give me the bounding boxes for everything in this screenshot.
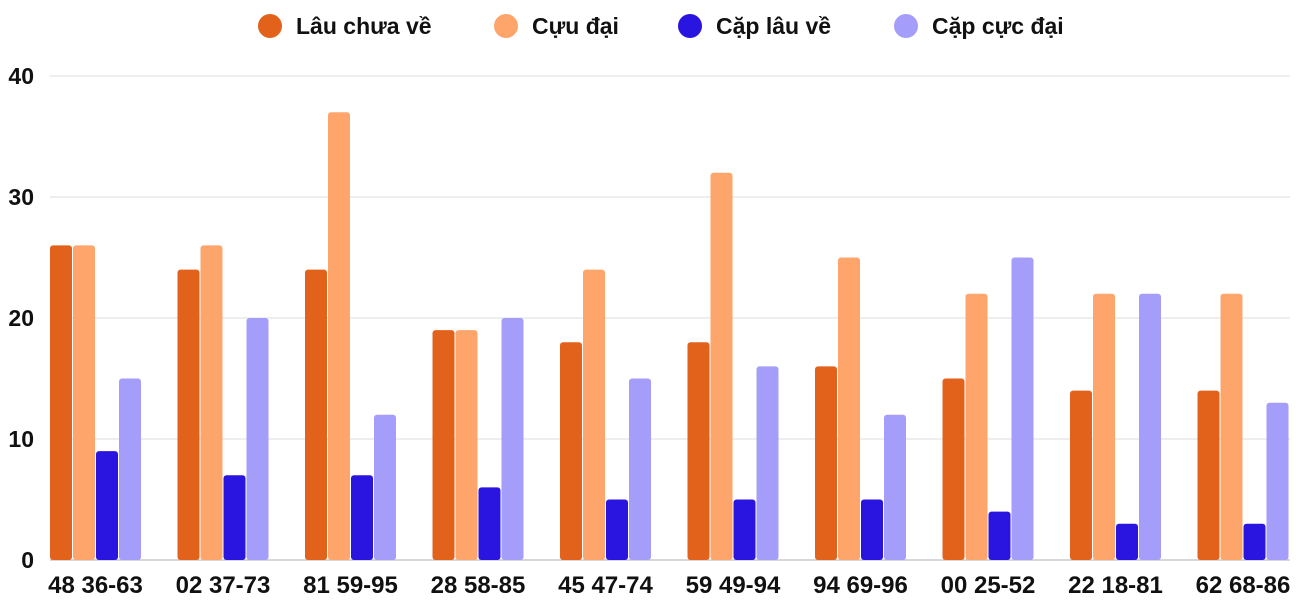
legend-label: Cặp lâu về bbox=[716, 13, 831, 39]
x-tick-label: 48 36-63 bbox=[48, 572, 143, 599]
bar bbox=[560, 342, 582, 560]
bar bbox=[756, 366, 779, 560]
bar bbox=[200, 245, 223, 560]
bar bbox=[687, 342, 710, 560]
bar bbox=[119, 378, 141, 560]
bar bbox=[1093, 293, 1115, 560]
bar bbox=[96, 451, 118, 560]
bar bbox=[1011, 257, 1034, 560]
bar bbox=[177, 269, 200, 560]
legend-marker bbox=[258, 14, 282, 38]
legend-label: Lâu chưa về bbox=[296, 13, 432, 39]
bar bbox=[1197, 390, 1220, 560]
bar bbox=[815, 366, 837, 560]
bar bbox=[1070, 390, 1092, 560]
legend: Lâu chưa về Cựu đại Cặp lâu về Cặp cực đại bbox=[258, 13, 1064, 39]
x-tick-label: 28 58-85 bbox=[431, 572, 526, 599]
y-tick-label: 40 bbox=[8, 63, 34, 89]
bar bbox=[861, 499, 883, 560]
y-axis-ticks: 0 10 20 30 40 bbox=[8, 63, 34, 573]
y-tick-label: 10 bbox=[8, 426, 34, 452]
x-tick-label: 81 59-95 bbox=[303, 572, 398, 599]
bar bbox=[305, 269, 327, 560]
y-tick-label: 30 bbox=[8, 184, 34, 210]
bar bbox=[838, 257, 860, 560]
bar bbox=[455, 330, 478, 560]
bar bbox=[629, 378, 651, 560]
bar bbox=[478, 487, 501, 560]
bar bbox=[988, 511, 1011, 560]
legend-marker bbox=[678, 14, 702, 38]
bar bbox=[374, 414, 396, 560]
x-tick-label: 62 68-86 bbox=[1196, 572, 1291, 599]
legend-label: Cặp cực đại bbox=[932, 13, 1064, 39]
x-tick-label: 02 37-73 bbox=[176, 572, 271, 599]
x-tick-label: 00 25-52 bbox=[941, 572, 1036, 599]
legend-marker bbox=[494, 14, 518, 38]
bar bbox=[328, 112, 350, 561]
bar bbox=[246, 318, 269, 560]
y-tick-label: 0 bbox=[21, 547, 34, 573]
bars bbox=[50, 112, 1289, 561]
x-axis-ticks: 48 36-63 02 37-73 81 59-95 28 58-85 45 47-74… bbox=[48, 572, 1290, 599]
bar bbox=[432, 330, 455, 560]
bar bbox=[223, 475, 246, 560]
legend-label: Cựu đại bbox=[532, 13, 619, 39]
bar bbox=[351, 475, 373, 560]
bar bbox=[73, 245, 95, 560]
bar bbox=[583, 269, 605, 560]
bar bbox=[884, 414, 906, 560]
x-tick-label: 22 18-81 bbox=[1068, 572, 1163, 599]
bar bbox=[501, 318, 524, 560]
bar bbox=[1243, 523, 1266, 560]
bar bbox=[1116, 523, 1138, 560]
bar bbox=[710, 172, 733, 561]
bar bbox=[606, 499, 628, 560]
bar bbox=[733, 499, 756, 560]
bar bbox=[1220, 293, 1243, 560]
bar bbox=[1139, 293, 1161, 560]
x-tick-label: 94 69-96 bbox=[813, 572, 908, 599]
bar bbox=[50, 245, 72, 560]
bar bbox=[942, 378, 965, 560]
x-tick-label: 59 49-94 bbox=[686, 572, 781, 599]
bar bbox=[965, 293, 988, 560]
legend-marker bbox=[894, 14, 918, 38]
bar bbox=[1266, 402, 1289, 560]
y-tick-label: 20 bbox=[8, 305, 34, 331]
x-tick-label: 45 47-74 bbox=[558, 572, 653, 599]
